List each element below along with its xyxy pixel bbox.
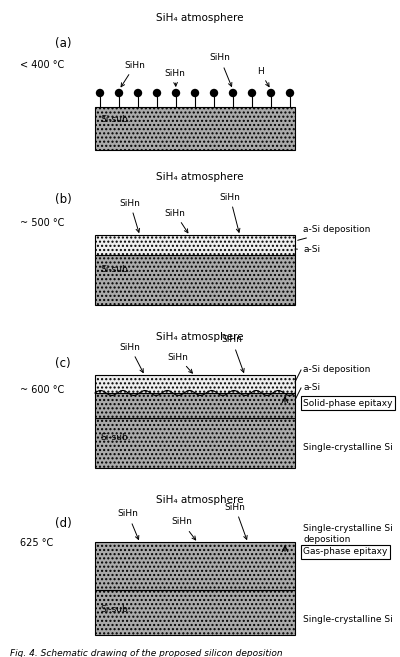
Circle shape [286,89,294,97]
Text: SiHn: SiHn [222,336,244,373]
Text: (c): (c) [55,357,71,369]
Text: a-Si: a-Si [303,384,320,392]
Text: SiHn: SiHn [224,503,247,539]
Text: Fig. 4. Schematic drawing of the proposed silicon deposition: Fig. 4. Schematic drawing of the propose… [10,648,283,657]
Text: Solid-phase epitaxy: Solid-phase epitaxy [303,399,392,407]
Text: SiHn: SiHn [120,342,143,373]
Text: SiH₄ atmosphere: SiH₄ atmosphere [156,13,244,23]
Circle shape [210,89,218,97]
Circle shape [134,89,142,97]
Text: SiHn: SiHn [164,68,186,86]
Circle shape [268,89,274,97]
Circle shape [192,89,198,97]
Bar [95,375,295,393]
Text: SiH₄ atmosphere: SiH₄ atmosphere [156,172,244,182]
Circle shape [172,89,180,97]
Bar [95,393,295,418]
Text: (a): (a) [55,37,72,49]
Text: Gas-phase epitaxy: Gas-phase epitaxy [303,547,387,556]
Text: Single-crystalline Si: Single-crystalline Si [303,616,393,625]
Text: SiHn: SiHn [220,193,240,233]
Text: (d): (d) [55,516,72,530]
Circle shape [154,89,160,97]
Text: Si-sub.: Si-sub. [100,434,131,443]
Bar [95,107,295,150]
Text: H: H [257,66,269,87]
Text: SiHn: SiHn [118,509,139,539]
Bar [95,235,295,255]
Text: SiHn: SiHn [168,353,192,373]
Text: Si-sub.: Si-sub. [100,606,131,614]
Text: Single-crystalline Si
deposition: Single-crystalline Si deposition [303,524,393,544]
Text: SiHn: SiHn [172,518,196,540]
Bar [95,418,295,468]
Text: ~ 600 °C: ~ 600 °C [20,385,64,395]
Circle shape [230,89,236,97]
Text: SiHn: SiHn [120,198,140,233]
Text: SiH₄ atmosphere: SiH₄ atmosphere [156,332,244,342]
Text: a-Si deposition: a-Si deposition [298,225,370,240]
Text: SiHn: SiHn [210,53,232,87]
Circle shape [248,89,256,97]
Text: a-Si deposition: a-Si deposition [303,365,370,374]
Text: ~ 500 °C: ~ 500 °C [20,218,64,228]
Bar [95,590,295,635]
Bar [95,255,295,305]
Text: (b): (b) [55,194,72,206]
Text: Single-crystalline Si: Single-crystalline Si [303,443,393,453]
Text: Si-sub.: Si-sub. [100,114,131,124]
Text: SiHn: SiHn [164,208,188,233]
Bar [95,542,295,590]
Text: < 400 °C: < 400 °C [20,60,64,70]
Circle shape [116,89,122,97]
Text: SiHn: SiHn [121,60,146,87]
Text: a-Si: a-Si [295,246,320,254]
Circle shape [96,89,104,97]
Text: 625 °C: 625 °C [20,538,53,548]
Text: Si-sub.: Si-sub. [100,265,131,273]
Text: SiH₄ atmosphere: SiH₄ atmosphere [156,495,244,505]
